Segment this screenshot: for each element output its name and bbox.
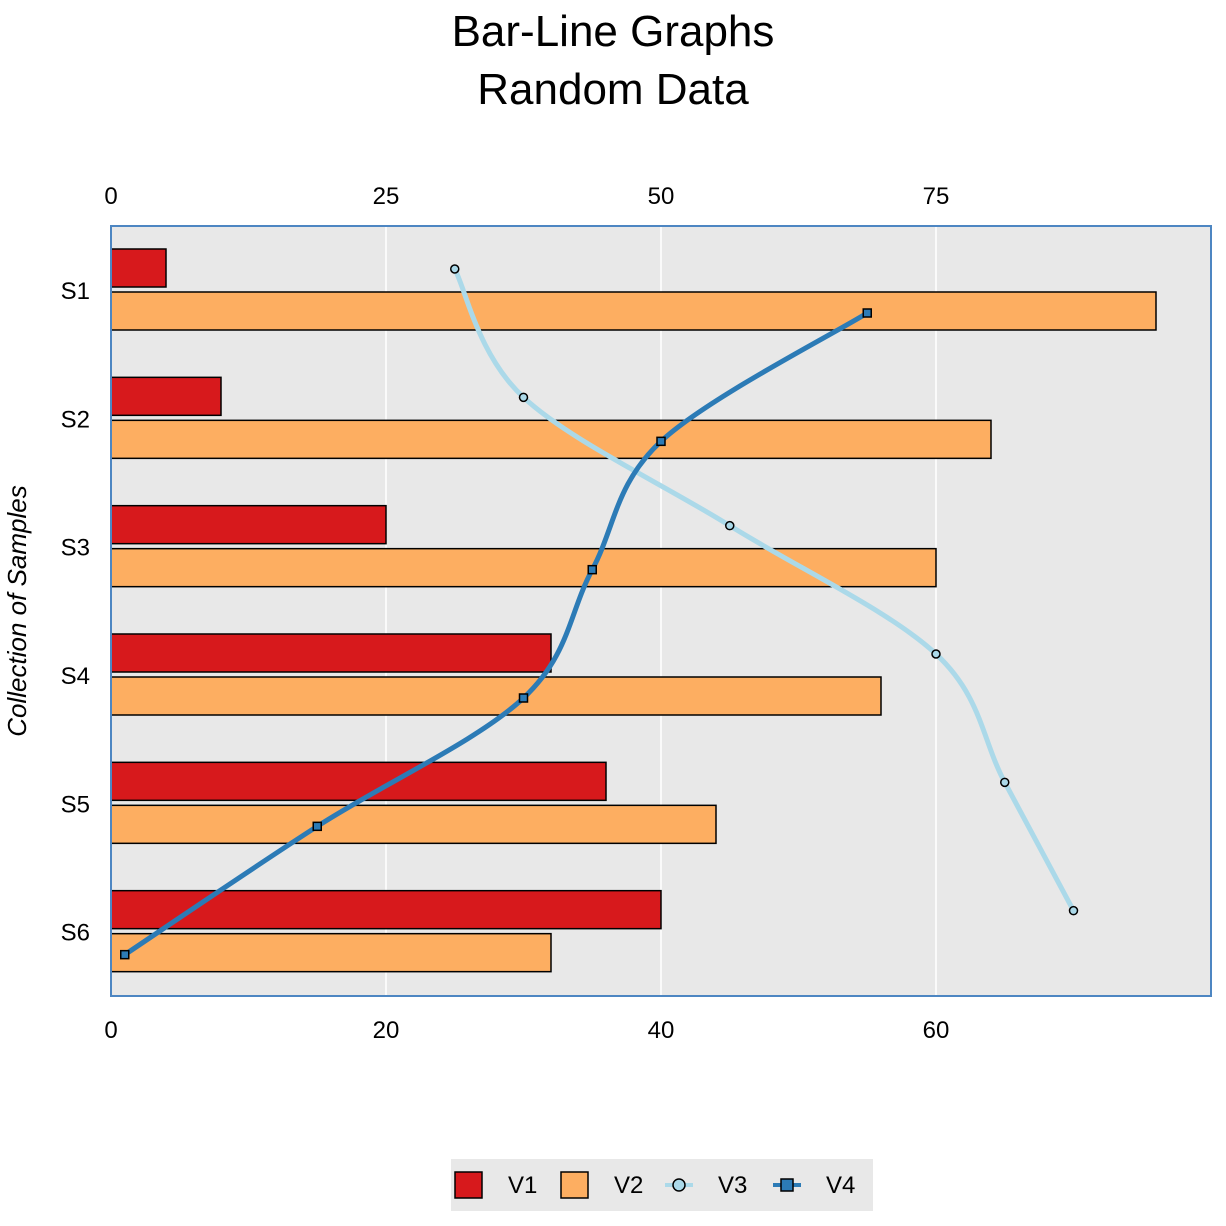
point-V3-S4 bbox=[931, 649, 941, 659]
bar-V1-S6 bbox=[110, 889, 662, 930]
legend-background bbox=[451, 1159, 873, 1211]
bottom-tick-label-3: 60 bbox=[923, 1017, 950, 1044]
point-V3-S6 bbox=[1068, 905, 1079, 916]
point-V4-S3 bbox=[587, 564, 597, 575]
chart-title-line-1: Bar-Line Graphs bbox=[452, 7, 775, 56]
bar-V2-S3 bbox=[110, 547, 937, 588]
bar-V1-S1 bbox=[110, 248, 167, 288]
top-tick-label-0: 0 bbox=[104, 183, 117, 210]
bar-V1-S5 bbox=[110, 761, 607, 802]
legend-swatch-V2 bbox=[560, 1171, 589, 1199]
legend-label-V4: V4 bbox=[826, 1172, 855, 1199]
point-V4-S6 bbox=[120, 949, 130, 960]
point-V4-S2 bbox=[656, 436, 666, 447]
line-V3 bbox=[452, 266, 1076, 914]
category-tick-label-S1: S1 bbox=[61, 278, 90, 305]
top-axis-ticks: 0 25 50 75 bbox=[104, 183, 949, 210]
bar-V2-S1 bbox=[110, 291, 1157, 331]
top-tick-label-2: 50 bbox=[648, 183, 675, 210]
bottom-tick-label-0: 0 bbox=[104, 1017, 117, 1044]
bars bbox=[110, 248, 1157, 973]
line-V4 bbox=[122, 310, 870, 958]
bar-V2-S6 bbox=[110, 932, 552, 973]
legend-marker-V4 bbox=[780, 1178, 794, 1192]
top-tick-label-1: 25 bbox=[373, 183, 400, 210]
series-lines bbox=[120, 264, 1079, 960]
legend-label-V1: V1 bbox=[508, 1172, 537, 1199]
legend: V1 V2 V3 V4 bbox=[451, 1159, 873, 1211]
category-tick-label-S3: S3 bbox=[61, 535, 90, 562]
legend-label-V2: V2 bbox=[614, 1172, 643, 1199]
bar-V1-S2 bbox=[110, 376, 222, 417]
y-axis-label: Collection of Samples bbox=[2, 485, 32, 736]
top-tick-label-3: 75 bbox=[923, 183, 950, 210]
bar-V2-S5 bbox=[110, 804, 717, 845]
point-V3-S2 bbox=[518, 392, 529, 403]
category-tick-label-S2: S2 bbox=[61, 406, 90, 433]
plot-border bbox=[110, 225, 1212, 997]
legend-label-V3: V3 bbox=[718, 1172, 747, 1199]
grid-lines bbox=[385, 226, 937, 996]
bottom-axis-ticks: 0 20 40 60 bbox=[104, 1017, 949, 1044]
bar-V1-S4 bbox=[110, 633, 552, 673]
bar-V2-S4 bbox=[110, 676, 882, 716]
legend-swatch-V1 bbox=[454, 1171, 483, 1199]
category-tick-label-S6: S6 bbox=[61, 920, 90, 947]
point-V3-S3 bbox=[725, 520, 735, 531]
category-tick-label-S5: S5 bbox=[61, 791, 90, 818]
bar-V1-S3 bbox=[110, 504, 387, 545]
category-tick-label-S4: S4 bbox=[61, 663, 90, 690]
category-axis-ticks: S1 S2 S3 S4 S5 S6 bbox=[61, 278, 90, 947]
point-V4-S4 bbox=[518, 693, 529, 703]
point-V4-S5 bbox=[312, 821, 322, 832]
bottom-tick-label-1: 20 bbox=[373, 1017, 400, 1044]
point-V3-S1 bbox=[450, 264, 460, 274]
legend-marker-V3 bbox=[672, 1178, 686, 1192]
bar-V2-S2 bbox=[110, 419, 992, 460]
chart-title-line-2: Random Data bbox=[477, 65, 749, 114]
point-V3-S5 bbox=[1000, 777, 1010, 788]
point-V4-S1 bbox=[862, 308, 872, 318]
bottom-tick-label-2: 40 bbox=[648, 1017, 675, 1044]
